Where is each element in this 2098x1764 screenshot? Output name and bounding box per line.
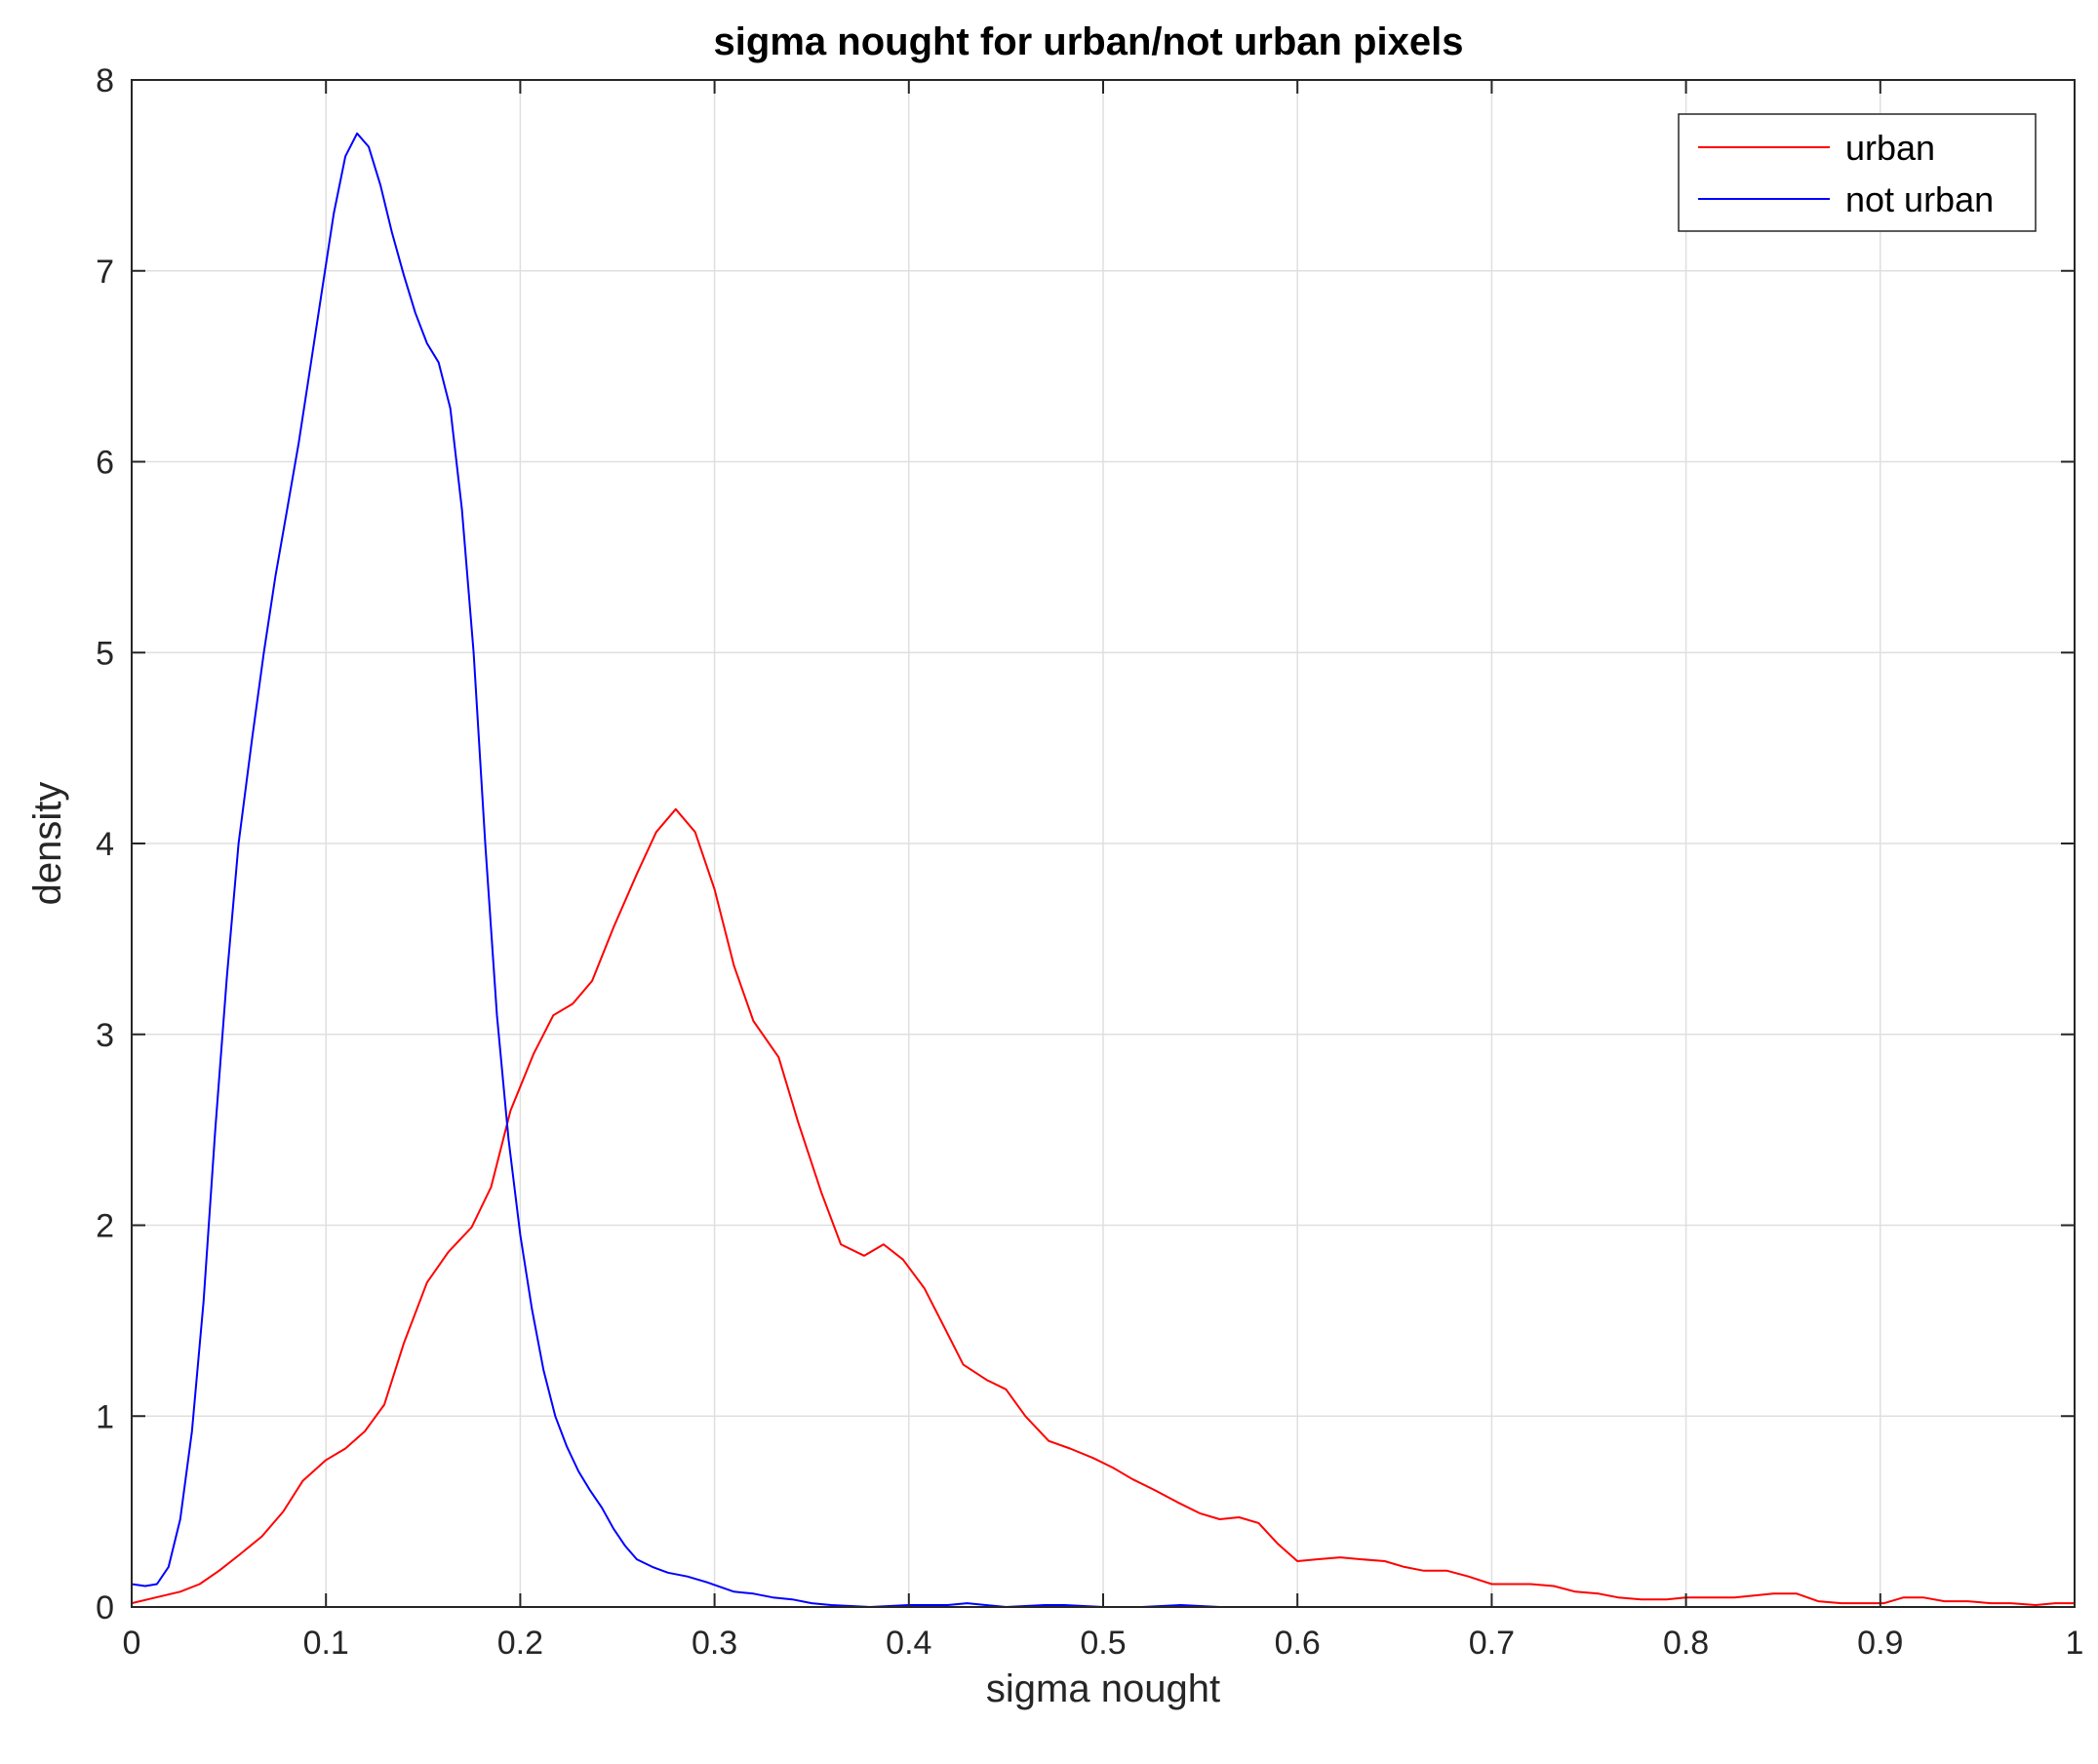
y-tick-label: 5 <box>96 635 114 672</box>
y-tick-label: 7 <box>96 254 114 291</box>
y-tick-label: 8 <box>96 62 114 99</box>
x-tick-label: 0.3 <box>692 1625 737 1662</box>
chart-title: sigma nought for urban/not urban pixels <box>714 20 1464 63</box>
x-tick-label: 0 <box>123 1625 141 1662</box>
axis-ticks <box>131 79 2076 1608</box>
x-tick-label: 0.5 <box>1080 1625 1126 1662</box>
x-axis-label: sigma nought <box>986 1667 1220 1710</box>
x-tick-label: 0.8 <box>1663 1625 1709 1662</box>
legend-label-urban: urban <box>1845 128 1935 168</box>
y-tick-label: 6 <box>96 445 114 482</box>
legend: urban not urban <box>1678 113 2037 232</box>
x-tick-label: 0.1 <box>303 1625 349 1662</box>
x-tick-label: 0.4 <box>886 1625 931 1662</box>
y-tick-labels: 0 1 2 3 4 5 6 7 8 <box>96 62 114 1627</box>
x-tick-label: 0.6 <box>1275 1625 1321 1662</box>
legend-label-not-urban: not urban <box>1845 179 1994 219</box>
y-tick-label: 3 <box>96 1017 114 1054</box>
x-tick-label: 0.7 <box>1469 1625 1515 1662</box>
x-tick-label: 0.2 <box>497 1625 543 1662</box>
x-tick-label: 1 <box>2066 1625 2084 1662</box>
x-tick-labels: 0 0.1 0.2 0.3 0.4 0.5 0.6 0.7 0.8 0.9 1 <box>123 1625 2084 1662</box>
gridlines <box>132 80 2075 1607</box>
y-axis-label: density <box>26 782 69 906</box>
legend-box <box>1678 113 2037 232</box>
y-tick-label: 2 <box>96 1208 114 1245</box>
x-tick-label: 0.9 <box>1857 1625 1903 1662</box>
series-line-urban <box>131 807 2075 1606</box>
y-tick-label: 1 <box>96 1398 114 1435</box>
y-tick-label: 0 <box>96 1589 114 1627</box>
y-tick-label: 4 <box>96 826 114 863</box>
